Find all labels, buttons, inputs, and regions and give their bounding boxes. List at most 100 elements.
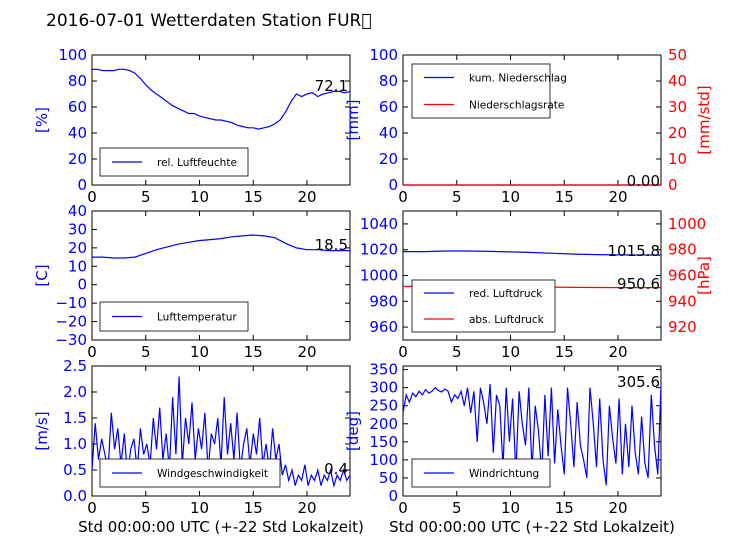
x-tick-label: 20 bbox=[608, 188, 627, 206]
y-tick-label: 200 bbox=[369, 415, 398, 433]
legend-box bbox=[411, 63, 551, 119]
y-right-tick-label: 50 bbox=[668, 46, 687, 64]
y-tick-label: 0.5 bbox=[63, 461, 87, 479]
y-tick-label: 250 bbox=[369, 397, 398, 415]
legend-label: kum. Niederschlag bbox=[469, 73, 567, 85]
y-axis-label: [mm] bbox=[344, 100, 362, 141]
value-annotation: 18.5 bbox=[315, 236, 348, 254]
y-tick-label: 100 bbox=[58, 46, 87, 64]
legend-label: Niederschlagsrate bbox=[469, 100, 564, 112]
y-tick-label: −20 bbox=[55, 313, 87, 331]
legend-label: abs. Luftdruck bbox=[469, 314, 545, 326]
y-tick-label: 350 bbox=[369, 361, 398, 379]
y-tick-label: 0 bbox=[77, 276, 87, 294]
x-tick-label: 0 bbox=[87, 499, 97, 517]
y-axis-label: [m/s] bbox=[33, 411, 51, 450]
x-tick-label: 15 bbox=[555, 343, 574, 361]
y-right-tick-label: 960 bbox=[668, 267, 697, 285]
y-tick-label: 960 bbox=[369, 318, 398, 336]
x-tick-label: 15 bbox=[244, 343, 263, 361]
y-tick-label: 20 bbox=[68, 239, 87, 257]
y-right-tick-label: 10 bbox=[668, 150, 687, 168]
y-tick-label: 80 bbox=[68, 72, 87, 90]
x-tick-label: 20 bbox=[297, 188, 316, 206]
y-axis-label: [%] bbox=[33, 107, 51, 133]
x-tick-label: 20 bbox=[608, 343, 627, 361]
panel-2: 0 5 10 15 20 0 20 40 60 80 100 0 10 20 30 40 50 [mm] [mm/s… bbox=[344, 46, 713, 206]
panel-1: 0 5 10 15 20 0 20 40 60 80 100 [%] rel. Luftfeuchte 7… bbox=[33, 46, 351, 206]
y-tick-label: −30 bbox=[55, 331, 87, 349]
x-tick-label: 10 bbox=[190, 188, 209, 206]
x-tick-label: 20 bbox=[297, 499, 316, 517]
legend-label: Windrichtung bbox=[469, 468, 539, 480]
y-tick-label: 80 bbox=[379, 72, 398, 90]
value-annotation: 72.1 bbox=[315, 77, 348, 95]
y-right-tick-label: 1000 bbox=[668, 215, 706, 233]
y-tick-label: 980 bbox=[369, 292, 398, 310]
y-tick-label: 1040 bbox=[360, 215, 398, 233]
x-tick-label: 5 bbox=[452, 188, 462, 206]
y-tick-label: 0 bbox=[388, 176, 398, 194]
legend-label: rel. Luftfeuchte bbox=[157, 157, 237, 169]
y-axis-label: [C] bbox=[33, 264, 51, 286]
x-tick-label: 10 bbox=[501, 343, 520, 361]
y-tick-label: 1.0 bbox=[63, 435, 87, 453]
y-right-tick-label: 920 bbox=[668, 318, 697, 336]
x-tick-label: 0 bbox=[87, 343, 97, 361]
x-tick-label: 10 bbox=[190, 343, 209, 361]
figure-title: 2016-07-01 Wetterdaten Station FUR  bbox=[46, 11, 372, 31]
y-tick-label: 60 bbox=[379, 98, 398, 116]
x-tick-label: 15 bbox=[555, 499, 574, 517]
x-tick-label: 0 bbox=[87, 188, 97, 206]
x-tick-label: 10 bbox=[190, 499, 209, 517]
x-tick-label: 5 bbox=[141, 188, 151, 206]
x-tick-label: 0 bbox=[398, 343, 408, 361]
legend-label: Windgeschwindigkeit bbox=[157, 468, 268, 480]
y-tick-label: 60 bbox=[68, 98, 87, 116]
value-annotation: 0.00 bbox=[627, 172, 660, 190]
x-axis-label: Std 00:00:00 UTC (+-22 Std Lokalzeit) bbox=[389, 518, 675, 536]
y-tick-label: 0 bbox=[388, 487, 398, 505]
y-right-axis-label: [mm/std] bbox=[695, 85, 713, 154]
y-tick-label: −10 bbox=[55, 294, 87, 312]
x-tick-label: 15 bbox=[555, 188, 574, 206]
y-tick-label: 10 bbox=[68, 257, 87, 275]
y-right-tick-label: 40 bbox=[668, 72, 687, 90]
legend-label: Lufttemperatur bbox=[157, 312, 237, 324]
x-axis-label: Std 00:00:00 UTC (+-22 Std Lokalzeit) bbox=[78, 518, 364, 536]
y-tick-label: 0.0 bbox=[63, 487, 87, 505]
y-right-tick-label: 980 bbox=[668, 241, 697, 259]
y-tick-label: 50 bbox=[379, 469, 398, 487]
x-tick-label: 5 bbox=[141, 499, 151, 517]
y-right-tick-label: 30 bbox=[668, 98, 687, 116]
y-tick-label: 100 bbox=[369, 46, 398, 64]
y-tick-label: 20 bbox=[68, 150, 87, 168]
value-annotation: 305.6 bbox=[617, 373, 660, 391]
x-tick-label: 15 bbox=[244, 188, 263, 206]
y-tick-label: 1020 bbox=[360, 241, 398, 259]
x-tick-label: 15 bbox=[244, 499, 263, 517]
y-axis-label: [deg] bbox=[344, 411, 362, 451]
x-tick-label: 5 bbox=[452, 499, 462, 517]
x-tick-label: 0 bbox=[398, 499, 408, 517]
y-right-tick-label: 940 bbox=[668, 292, 697, 310]
panel-3: 0 5 10 15 20−30−20−10010203040[C]Lufttempera… bbox=[33, 202, 351, 361]
y-tick-label: 40 bbox=[379, 124, 398, 142]
x-tick-label: 5 bbox=[141, 343, 151, 361]
y-right-axis-label: [hPa] bbox=[695, 256, 713, 295]
y-tick-label: 20 bbox=[379, 150, 398, 168]
y-tick-label: 0 bbox=[77, 176, 87, 194]
x-tick-label: 20 bbox=[297, 343, 316, 361]
y-tick-label: 40 bbox=[68, 124, 87, 142]
value-annotation: 1015.8 bbox=[608, 242, 661, 260]
y-tick-label: 1.5 bbox=[63, 409, 87, 427]
x-tick-label: 10 bbox=[501, 188, 520, 206]
y-tick-label: 2.5 bbox=[63, 357, 87, 375]
y-tick-label: 2.0 bbox=[63, 383, 87, 401]
legend-box bbox=[411, 279, 556, 333]
y-right-tick-label: 0 bbox=[668, 176, 678, 194]
y-tick-label: 30 bbox=[68, 220, 87, 238]
panel-4: 0 5 10 15 20 960 980 1000 1020 1040 920 940 960 980 10… bbox=[360, 210, 713, 361]
y-tick-label: 1000 bbox=[360, 267, 398, 285]
